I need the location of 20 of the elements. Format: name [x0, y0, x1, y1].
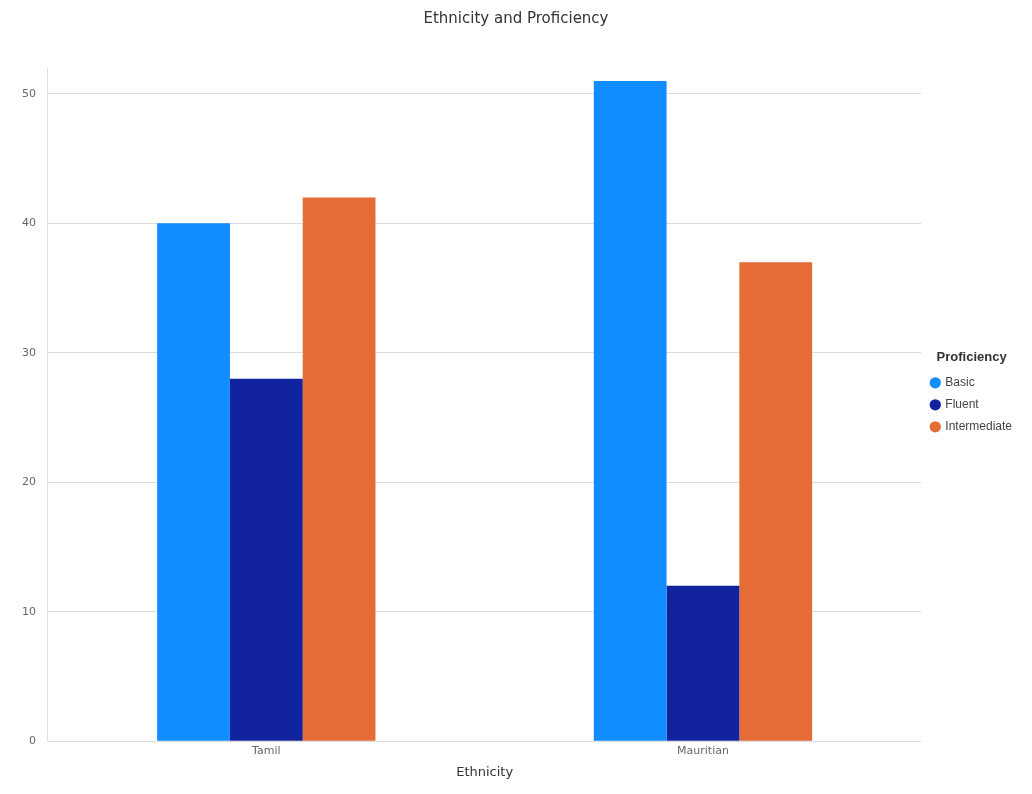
- chart-title: Ethnicity and Proficiency: [423, 8, 609, 27]
- legend-label: Intermediate: [945, 419, 1013, 434]
- y-tick-label: 0: [29, 734, 36, 748]
- x-axis-title: Ethnicity: [456, 763, 514, 779]
- bar: [302, 197, 376, 741]
- y-tick-label: 20: [22, 475, 36, 489]
- bar: [739, 262, 813, 741]
- y-tick-label: 50: [22, 86, 36, 100]
- x-tick-label: Mauritian: [677, 743, 729, 757]
- legend-title: Proficiency: [936, 349, 1008, 365]
- bar: [157, 223, 230, 741]
- y-tick-label: 40: [22, 216, 36, 230]
- y-tick-label: 10: [22, 604, 36, 618]
- x-tick-label: Tamil: [251, 743, 281, 757]
- y-tick-label: 30: [22, 345, 36, 359]
- legend-label: Fluent: [945, 397, 980, 412]
- bar: [593, 80, 667, 741]
- bar: [229, 378, 303, 741]
- legend-label: Basic: [945, 375, 975, 390]
- bar: [666, 585, 740, 741]
